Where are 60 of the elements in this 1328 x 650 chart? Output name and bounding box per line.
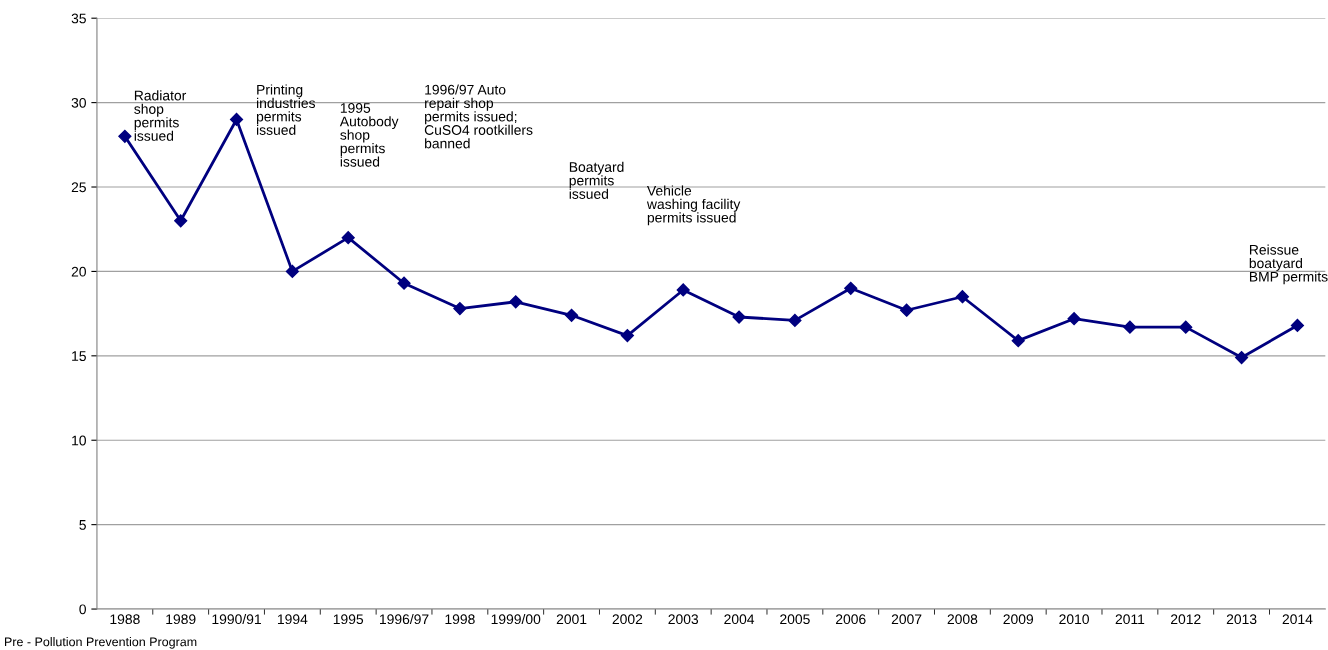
x-tick-label: 1999/00 [491,613,541,625]
x-tick-label: 1995 [333,614,364,625]
point [1123,320,1137,334]
point [676,283,690,297]
text: Pre - Pollution Prevention Program [5,637,197,649]
y-tick-label: 25 [71,182,86,193]
y-tick-label: 5 [79,520,86,530]
point [509,295,523,309]
point [1179,320,1193,334]
x-tick-label: 1990/91 [212,613,261,625]
point [955,290,969,304]
x-tick-label: 2005 [780,614,810,625]
point [174,214,188,228]
annotation: 1995 Autobody shop permits issued [339,103,399,167]
point [732,310,746,324]
point [118,129,132,143]
y-tick-label: 15 [72,351,86,361]
point [620,328,634,343]
y-tick-label: 30 [71,97,86,108]
annotation: Radiator shop permits issued [134,90,187,141]
y-tick-label: 10 [72,435,86,446]
x-tick-label: 1994 [277,614,308,625]
point [564,308,579,322]
x-tick-label: 1988 [110,614,140,625]
point [899,303,914,317]
point [1067,312,1081,326]
point [341,231,355,245]
point [1011,334,1025,348]
annotation: Vehicle washing facility permits issued [646,185,741,226]
x-tick-label: 2004 [724,614,755,625]
x-tick-label: 1998 [445,614,475,625]
point [453,301,467,316]
x-tick-label: 2002 [612,614,643,625]
point [229,112,244,127]
point [788,313,802,327]
x-tick-label: 2003 [668,614,699,625]
x-tick-label: 2013 [1226,614,1257,625]
x-tick-label: 1989 [166,614,196,625]
point [1235,350,1249,365]
annotation: Boatyard permits issued [569,161,624,199]
x-tick-label: 2009 [1003,614,1034,625]
x-tick-label: 2006 [835,614,866,625]
y-tick-label: 0 [79,604,86,615]
x-tick-label: 1996/97 [380,613,429,625]
x-tick-label: 2012 [1171,614,1201,625]
point [285,264,299,279]
x-tick-label: 2010 [1059,614,1089,625]
annotation: Reissue boatyard BMP permits [1249,244,1328,285]
x-tick-label: 2008 [947,614,978,625]
x-tick-label: 2014 [1282,614,1313,625]
x-tick-label: 2007 [891,614,922,625]
point [844,281,858,295]
point [1290,318,1305,333]
annotation: Printing industries permits issued [256,84,316,135]
y-tick-label: 35 [71,13,86,24]
point [397,276,411,290]
x-tick-label: 2011 [1115,614,1145,625]
annotation: 1996/97 Auto repair shop permits issued; CuSO4 rootkillers banned [424,84,533,149]
x-tick-label: 2001 [556,614,587,625]
y-tick-label: 20 [71,266,86,277]
